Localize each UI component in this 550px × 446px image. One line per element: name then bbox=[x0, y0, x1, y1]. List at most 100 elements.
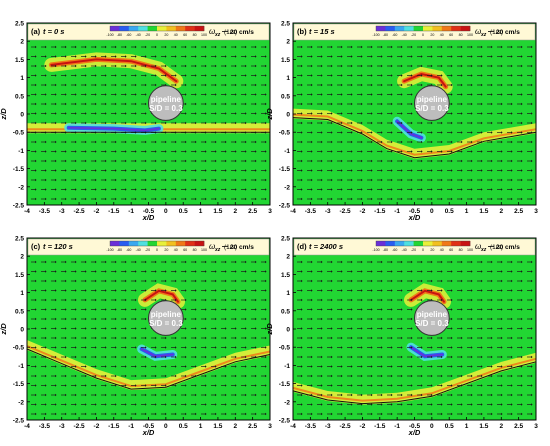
velocity-vector-head bbox=[35, 159, 37, 163]
velocity-vector-head bbox=[321, 64, 323, 68]
velocity-vector-head bbox=[135, 121, 137, 125]
velocity-vector-head bbox=[411, 64, 413, 68]
velocity-vector-head bbox=[245, 140, 247, 144]
velocity-vector-head bbox=[165, 289, 167, 292]
velocity-vector-head bbox=[411, 45, 413, 49]
velocity-vector-head bbox=[185, 102, 187, 106]
velocity-vector-head bbox=[245, 365, 247, 368]
velocity-vector-head bbox=[371, 317, 373, 321]
velocity-vector-head bbox=[95, 102, 97, 106]
colorbar-tick-label: -40 bbox=[136, 33, 141, 37]
velocity-vector-head bbox=[255, 169, 257, 172]
colorbar-quantity: ω bbox=[209, 242, 215, 251]
velocity-vector-head bbox=[501, 197, 503, 201]
velocity-vector-head bbox=[175, 403, 177, 406]
velocity-vector-head bbox=[391, 197, 393, 201]
velocity-vector-head bbox=[225, 93, 227, 96]
colorbar-segment bbox=[110, 241, 120, 246]
velocity-vector-head bbox=[205, 412, 207, 416]
velocity-vector-head bbox=[411, 83, 413, 87]
velocity-vector-head bbox=[235, 112, 237, 115]
velocity-vector-head bbox=[331, 55, 333, 58]
velocity-vector-head bbox=[531, 279, 533, 283]
colorbar-segment bbox=[119, 26, 130, 31]
velocity-vector-head bbox=[391, 159, 393, 163]
velocity-vector-head bbox=[341, 55, 343, 58]
velocity-vector-head bbox=[331, 317, 333, 321]
legend-background bbox=[293, 23, 536, 41]
velocity-vector-head bbox=[461, 270, 463, 273]
velocity-vector-head bbox=[145, 159, 147, 163]
velocity-vector-head bbox=[391, 140, 393, 144]
velocity-vector-head bbox=[185, 112, 187, 115]
velocity-vector-head bbox=[411, 188, 413, 191]
velocity-vector-head bbox=[95, 121, 97, 125]
velocity-vector-head bbox=[301, 55, 303, 58]
velocity-vector-head bbox=[331, 83, 333, 87]
colorbar-segment bbox=[376, 26, 386, 31]
velocity-vector-head bbox=[55, 74, 57, 77]
velocity-vector-head bbox=[155, 178, 157, 182]
velocity-vector-head bbox=[511, 308, 513, 311]
velocity-vector-head bbox=[341, 279, 343, 283]
velocity-vector-head bbox=[225, 121, 227, 125]
colorbar-tick-label: -80 bbox=[383, 33, 388, 37]
velocity-vector-head bbox=[265, 112, 267, 115]
velocity-vector-head bbox=[125, 74, 127, 77]
y-tick-label: 2 bbox=[20, 39, 24, 46]
x-tick-label: 0 bbox=[164, 423, 168, 430]
colorbar-segment bbox=[423, 241, 433, 246]
velocity-vector-head bbox=[215, 260, 217, 264]
velocity-vector-head bbox=[471, 74, 473, 77]
velocity-vector-head bbox=[55, 298, 57, 302]
velocity-vector-head bbox=[461, 393, 463, 397]
velocity-vector-head bbox=[125, 64, 127, 68]
colorbar-tick-label: 40 bbox=[440, 33, 444, 37]
colorbar-tick-label: -80 bbox=[117, 33, 122, 37]
velocity-vector-head bbox=[215, 279, 217, 283]
velocity-vector-head bbox=[205, 93, 207, 96]
velocity-vector-head bbox=[195, 169, 197, 172]
x-axis-label: x/D bbox=[142, 213, 155, 222]
velocity-vector-head bbox=[301, 393, 303, 397]
velocity-vector-head bbox=[95, 355, 97, 359]
velocity-vector-head bbox=[311, 121, 313, 125]
velocity-vector-head bbox=[421, 298, 423, 302]
velocity-vector-head bbox=[245, 74, 247, 77]
velocity-vector-head bbox=[381, 159, 383, 163]
velocity-vector-head bbox=[501, 365, 503, 368]
velocity-vector-head bbox=[491, 374, 493, 378]
velocity-vector-head bbox=[145, 393, 147, 397]
velocity-vector-head bbox=[371, 289, 373, 292]
velocity-vector-head bbox=[411, 150, 413, 153]
colorbar-tick-label: 0 bbox=[422, 248, 424, 252]
velocity-vector-head bbox=[115, 308, 117, 311]
velocity-vector-head bbox=[311, 112, 313, 115]
velocity-vector-head bbox=[461, 412, 463, 416]
velocity-vector-head bbox=[501, 279, 503, 283]
velocity-vector-head bbox=[95, 45, 97, 49]
velocity-vector-head bbox=[245, 308, 247, 311]
velocity-vector-head bbox=[115, 188, 117, 191]
velocity-vector-head bbox=[371, 308, 373, 311]
velocity-vector-head bbox=[341, 112, 343, 115]
velocity-vector-head bbox=[451, 55, 453, 58]
velocity-vector-head bbox=[105, 327, 107, 330]
velocity-vector-head bbox=[531, 169, 533, 172]
pipeline-gap-label: S/D = 0.3 bbox=[149, 319, 183, 328]
velocity-vector-head bbox=[401, 197, 403, 201]
velocity-vector-head bbox=[391, 45, 393, 49]
velocity-vector-head bbox=[301, 374, 303, 378]
velocity-vector-head bbox=[55, 270, 57, 273]
velocity-vector-head bbox=[511, 64, 513, 68]
colorbar-tick-label: 20 bbox=[430, 33, 434, 37]
pipeline-gap-label: S/D = 0.3 bbox=[149, 104, 183, 113]
velocity-vector-head bbox=[115, 74, 117, 77]
velocity-vector-head bbox=[75, 336, 77, 340]
velocity-vector-head bbox=[331, 45, 333, 49]
velocity-vector-head bbox=[75, 327, 77, 330]
velocity-vector-head bbox=[461, 365, 463, 368]
velocity-vector-head bbox=[341, 336, 343, 340]
velocity-vector-head bbox=[511, 346, 513, 349]
x-tick-label: -3.5 bbox=[39, 423, 51, 430]
